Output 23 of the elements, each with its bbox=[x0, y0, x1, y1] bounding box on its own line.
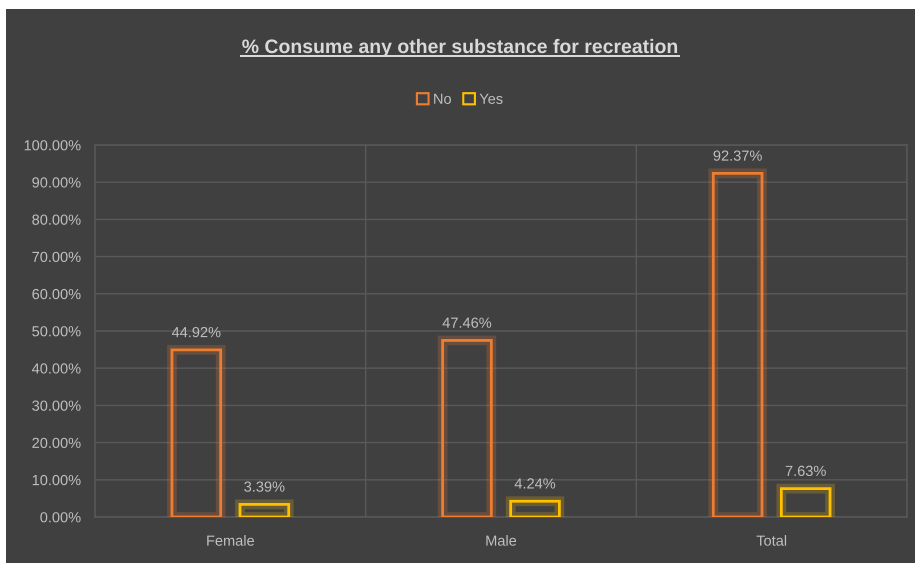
data-label: 44.92% bbox=[172, 326, 221, 338]
y-tick-label: 30.00% bbox=[32, 400, 81, 411]
x-tick-label: Total bbox=[756, 535, 786, 546]
y-tick-label: 50.00% bbox=[32, 326, 81, 336]
data-label: 4.24% bbox=[514, 478, 556, 489]
legend-label: No bbox=[434, 94, 451, 104]
data-label: 92.37% bbox=[714, 150, 762, 161]
x-tick-label: Male bbox=[486, 535, 516, 546]
y-tick-label: 60.00% bbox=[32, 288, 81, 300]
legend-label: Yes bbox=[480, 94, 503, 104]
y-tick-label: 100.00% bbox=[24, 140, 81, 150]
data-label: 3.39% bbox=[244, 481, 285, 492]
y-tick-label: 10.00% bbox=[32, 474, 81, 486]
data-label: 7.63% bbox=[786, 466, 826, 476]
x-tick-label: Female bbox=[207, 535, 254, 546]
y-tick-label: 70.00% bbox=[32, 252, 81, 262]
y-tick-label: 20.00% bbox=[32, 438, 81, 448]
y-tick-label: 90.00% bbox=[32, 177, 81, 188]
data-label: 47.46% bbox=[442, 318, 492, 328]
y-tick-label: 0.00% bbox=[40, 512, 81, 522]
y-tick-label: 40.00% bbox=[32, 363, 81, 374]
y-tick-label: 80.00% bbox=[32, 214, 81, 225]
chart-title: % Consume any other substance for recreation bbox=[242, 38, 678, 58]
